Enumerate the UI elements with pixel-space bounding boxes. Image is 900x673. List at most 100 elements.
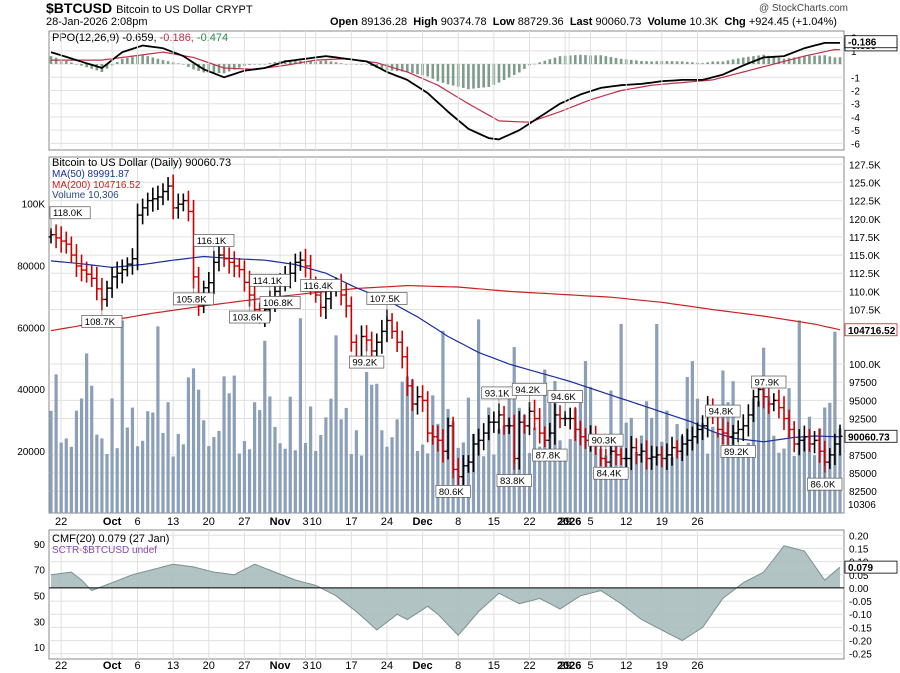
volume-bar xyxy=(573,408,577,513)
volume-bar xyxy=(390,437,394,513)
price-bar xyxy=(79,254,85,282)
price-tick-label: 125.0K xyxy=(849,178,881,189)
sctr-tick-label: 50 xyxy=(34,592,46,603)
volume-bar xyxy=(242,441,247,513)
ppo-histogram-bar xyxy=(594,55,597,65)
volume-bar xyxy=(660,441,664,513)
x-tick-label: 13 xyxy=(167,516,179,528)
x-tick-label-bottom: 19 xyxy=(656,660,668,672)
price-bar xyxy=(58,226,64,253)
ppo-histogram-bar xyxy=(339,63,343,65)
ppo-histogram-bar xyxy=(523,64,526,69)
price-annotation-box xyxy=(496,474,532,487)
volume-bar xyxy=(171,456,175,513)
volume-bar xyxy=(405,376,409,513)
ppo-histogram-bar xyxy=(329,61,333,65)
volume-bar xyxy=(324,417,328,513)
volume-bar xyxy=(655,323,659,513)
ppo-legend: PPO(12,26,9) -0.659, -0.186, -0.474 xyxy=(52,32,228,44)
price-bar xyxy=(119,259,125,284)
price-bar xyxy=(170,174,176,220)
ppo-histogram-bar xyxy=(431,64,435,79)
volume-bar xyxy=(151,412,155,513)
volume-tick-label: 60000 xyxy=(17,323,45,334)
ppo-histogram-bar xyxy=(512,64,516,75)
price-bar xyxy=(343,283,349,318)
cmf-area xyxy=(51,545,840,641)
volume-bar xyxy=(339,419,343,513)
volume-bar xyxy=(181,444,185,513)
ppo-histogram-bar xyxy=(502,64,506,81)
price-bar xyxy=(618,448,624,466)
ppo-histogram-bar xyxy=(599,55,603,65)
price-annotation: 84.4K xyxy=(597,469,622,480)
volume-bar xyxy=(436,423,440,513)
volume-bar xyxy=(283,448,287,513)
ppo-histogram-bar xyxy=(192,64,195,70)
volume-bar xyxy=(487,407,491,513)
price-annotation: 106.8K xyxy=(263,298,294,309)
price-bar xyxy=(180,193,186,212)
low-label: Low xyxy=(492,16,515,28)
ppo-tick-label: -3 xyxy=(851,100,860,111)
cmf-tick-label: -0.25 xyxy=(849,650,872,661)
volume-bar xyxy=(161,432,165,513)
price-bar xyxy=(226,247,232,274)
volume-bar xyxy=(558,440,562,513)
open-label: Open xyxy=(330,16,359,28)
cmf-last-label-box xyxy=(844,560,898,574)
price-bar xyxy=(684,428,690,456)
volume-bar xyxy=(354,430,359,513)
volume-bar xyxy=(156,326,160,513)
price-bar xyxy=(740,414,746,441)
price-tick-label: 82500 xyxy=(849,487,877,498)
price-bar xyxy=(557,405,563,429)
price-tick-label: 87500 xyxy=(849,451,877,462)
price-bar xyxy=(542,426,548,448)
volume-bar xyxy=(772,435,776,513)
ppo-histogram-bar xyxy=(747,56,750,65)
volume-bar xyxy=(207,446,211,513)
price-bar xyxy=(104,280,110,307)
volume-bar xyxy=(59,442,63,513)
volume-bar xyxy=(222,376,226,513)
price-bar xyxy=(745,404,751,437)
volume-bar xyxy=(502,425,506,513)
ppo-histogram-bar xyxy=(131,56,134,65)
price-annotation: 107.5K xyxy=(370,294,401,305)
x-tick-label: 29 xyxy=(559,516,571,528)
volume-bar xyxy=(85,353,89,513)
price-bar xyxy=(694,422,700,444)
ppo-histogram-bar xyxy=(365,64,368,65)
volume-bar xyxy=(166,402,170,513)
ppo-histogram-bar xyxy=(579,54,582,65)
ma200-line xyxy=(50,284,841,332)
price-annotation-box xyxy=(751,375,787,389)
volume-bar xyxy=(176,433,180,513)
volume-bar xyxy=(309,406,313,513)
volume-bar xyxy=(762,347,766,513)
x-tick-label: 26 xyxy=(691,516,703,528)
ppo-histogram-bar xyxy=(288,60,292,65)
volume-bar xyxy=(253,402,257,513)
price-annotation-box xyxy=(249,273,291,287)
price-bar xyxy=(145,192,151,216)
volume-bar xyxy=(741,451,745,513)
ppo-histogram-bar xyxy=(701,63,704,65)
price-bar xyxy=(567,407,573,430)
sctr-tick-label: 30 xyxy=(34,617,46,628)
price-panel-title: Bitcoin to US Dollar (Daily) 90060.73 xyxy=(52,157,231,169)
ma200-last-label-box xyxy=(844,323,898,337)
ppo-histogram-bar xyxy=(222,64,226,74)
ppo-histogram-bar xyxy=(767,55,771,65)
price-annotation-box xyxy=(229,310,270,324)
volume-bar xyxy=(319,434,323,513)
volume-bar xyxy=(553,380,557,513)
price-annotation: 90.3K xyxy=(592,436,617,447)
volume-bar xyxy=(476,319,481,513)
ppo-histogram-bar xyxy=(543,60,547,65)
ma200-last-label: 104716.52 xyxy=(848,326,896,337)
price-bar xyxy=(832,433,838,466)
price-bar xyxy=(730,424,736,445)
